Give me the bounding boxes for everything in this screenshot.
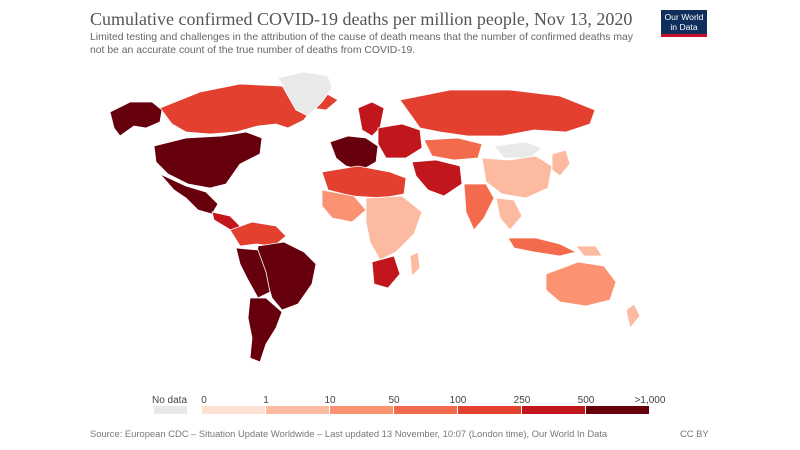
logo-line-1: Our World [664,12,704,22]
map-region-southeast-asia[interactable] [495,197,523,231]
map-region-new-zealand[interactable] [625,303,641,329]
map-region-indonesia[interactable] [507,237,578,257]
map-region-japan-korea[interactable] [551,149,571,177]
map-region-western-europe[interactable] [329,135,379,171]
legend-tick-label: 50 [388,395,400,406]
legend-tick-label: 250 [513,395,531,406]
legend-tick-label: 100 [449,395,467,406]
map-region-china[interactable] [481,155,553,199]
map-region-peru-bolivia[interactable] [235,247,271,299]
legend-tick-label: >1,000 [634,395,666,406]
map-region-mongolia[interactable] [493,141,543,159]
legend-no-data-swatch[interactable] [154,406,187,414]
license-label[interactable]: CC BY [680,428,709,439]
map-region-kazakhstan[interactable] [423,137,483,161]
map-region-central-east-africa[interactable] [365,195,423,261]
legend-bin[interactable] [266,406,329,414]
map-region-alaska[interactable] [109,101,163,137]
map-region-australia[interactable] [545,261,617,307]
legend-no-data-label: No data [152,395,188,406]
map-region-north-africa[interactable] [321,165,407,199]
map-region-south-africa[interactable] [371,255,401,289]
map-region-greenland[interactable] [277,71,333,117]
legend-bin[interactable] [330,406,393,414]
map-region-argentina-chile[interactable] [247,297,283,363]
map-region-mexico[interactable] [159,173,219,215]
map-region-united-states[interactable] [153,131,263,189]
map-region-west-africa[interactable] [321,189,367,223]
legend-tick-label: 10 [324,395,336,406]
legend-tick-label: 500 [577,395,595,406]
map-region-middle-east[interactable] [411,159,463,197]
legend-bin[interactable] [458,406,521,414]
source-note: Source: European CDC – Situation Update … [90,428,608,439]
legend-bin[interactable] [522,406,585,414]
logo-line-2: in Data [670,22,698,32]
map-region-russia[interactable] [399,89,596,137]
owid-logo[interactable]: Our World in Data [661,10,707,37]
legend-tick-label: 0 [201,395,207,406]
map-region-colombia-venezuela[interactable] [229,221,287,247]
map-region-eastern-europe[interactable] [377,123,423,159]
map-region-papua-new-guinea[interactable] [575,245,603,257]
map-region-madagascar[interactable] [409,251,421,277]
map-region-india[interactable] [463,183,495,231]
chart-title: Cumulative confirmed COVID-19 deaths per… [90,9,633,29]
legend-tick-label: 1 [263,395,269,406]
world-map[interactable] [90,66,710,382]
legend: No data 0 1 10 50 100 250 500 >1,000 [140,395,665,418]
legend-bin[interactable] [394,406,457,414]
legend-bin[interactable] [202,406,265,414]
legend-bin[interactable] [586,406,649,414]
chart-subtitle: Limited testing and challenges in the at… [90,32,633,56]
